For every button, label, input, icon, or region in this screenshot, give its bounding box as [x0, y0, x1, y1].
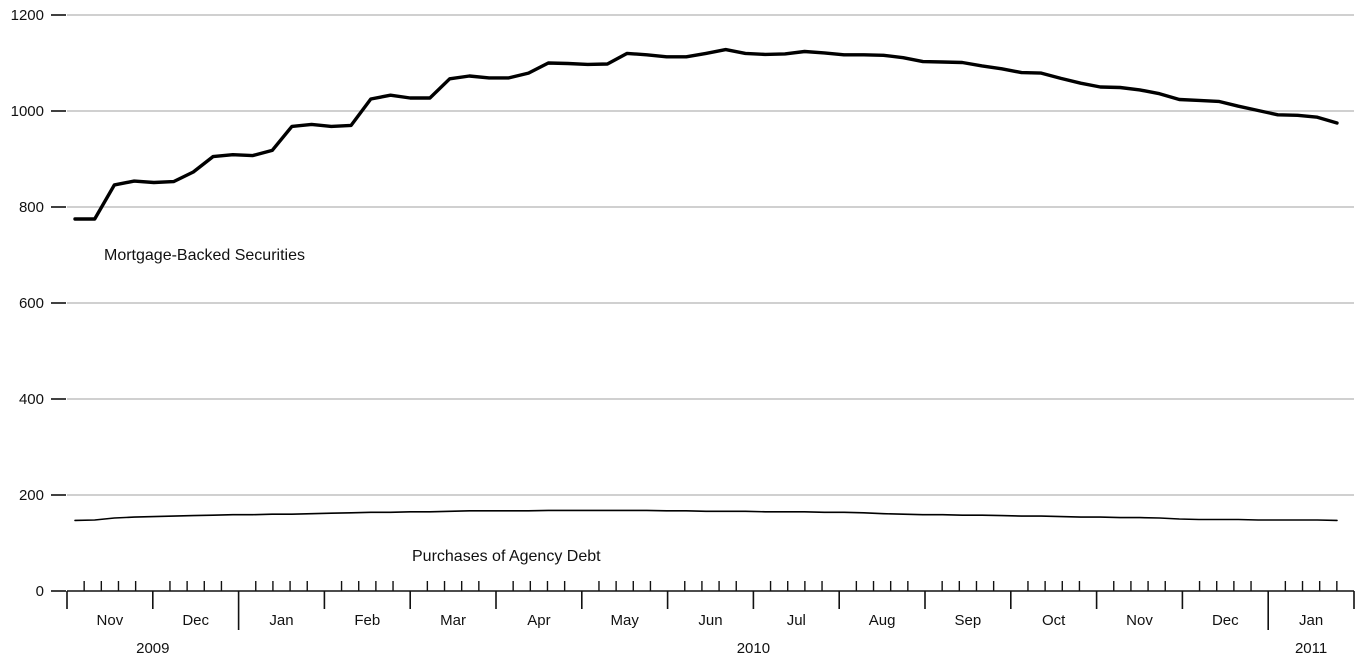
- x-month-label: Oct: [1042, 612, 1066, 629]
- x-year-label: 2010: [737, 640, 770, 657]
- x-year-label: 2011: [1295, 640, 1327, 657]
- x-month-label: Jan: [1299, 612, 1323, 629]
- y-tick-label: 0: [36, 583, 44, 600]
- y-tick-label: 400: [19, 391, 44, 408]
- series-label-mortgage-backed-securities: Mortgage-Backed Securities: [104, 247, 305, 264]
- x-month-label: Aug: [869, 612, 896, 629]
- x-month-label: Dec: [1212, 612, 1239, 629]
- series-lines: [73, 47, 1339, 522]
- x-month-label: Jun: [698, 612, 722, 629]
- y-axis: 0 200 400 600 800 1000 1200: [11, 7, 66, 600]
- x-month-label: Jan: [269, 612, 293, 629]
- x-month-label: Mar: [440, 612, 466, 629]
- x-month-label: Feb: [354, 612, 380, 629]
- y-tick-label: 1000: [11, 103, 44, 120]
- x-year-label: 2009: [136, 640, 169, 657]
- gridlines: [67, 14, 1354, 496]
- y-tick-label: 200: [19, 487, 44, 504]
- y-tick-label: 600: [19, 295, 44, 312]
- x-month-label: Apr: [527, 612, 550, 629]
- x-month-label: Sep: [955, 612, 982, 629]
- x-month-label: Dec: [182, 612, 209, 629]
- x-month-label: Jul: [787, 612, 806, 629]
- series-line-purchases-of-agency-debt: [74, 509, 1338, 522]
- x-axis: Nov Dec Jan Feb Mar Apr May Jun Jul Aug Sep Oct Nov D…: [66, 581, 1355, 657]
- x-month-label: May: [611, 612, 640, 629]
- series-line-mortgage-backed-securities: [73, 47, 1339, 221]
- x-month-label: Nov: [97, 612, 124, 629]
- x-month-label: Nov: [1126, 612, 1153, 629]
- y-tick-label: 1200: [11, 7, 44, 24]
- y-tick-label: 800: [19, 199, 44, 216]
- series-label-purchases-of-agency-debt: Purchases of Agency Debt: [412, 548, 601, 565]
